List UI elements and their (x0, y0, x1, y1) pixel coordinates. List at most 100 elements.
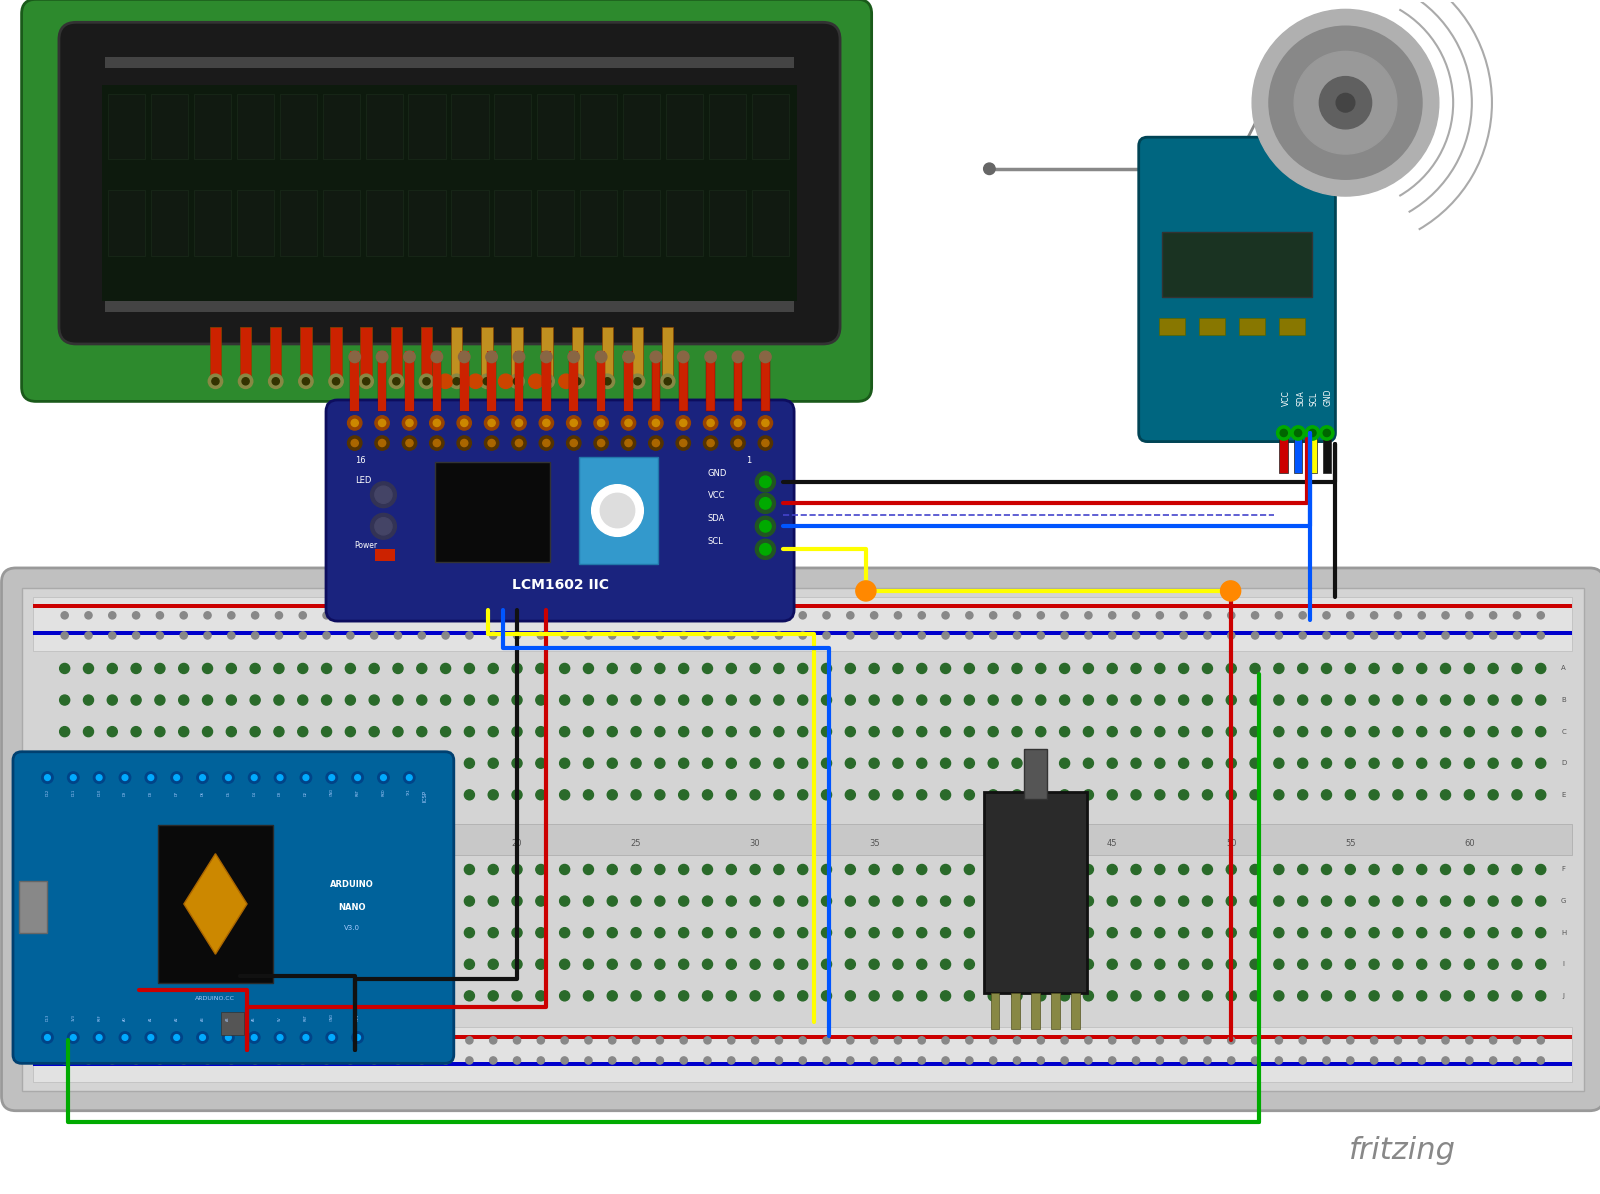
Circle shape (1059, 758, 1070, 768)
Circle shape (1394, 758, 1403, 768)
Circle shape (242, 377, 250, 384)
Circle shape (83, 928, 93, 937)
Bar (624, 357, 634, 412)
Circle shape (869, 959, 878, 970)
Circle shape (1322, 864, 1331, 874)
Circle shape (322, 991, 331, 1001)
Circle shape (989, 664, 998, 673)
Text: A5: A5 (253, 1016, 256, 1021)
Circle shape (370, 896, 379, 906)
Circle shape (1107, 695, 1117, 706)
Circle shape (1131, 959, 1141, 970)
Text: A2: A2 (174, 1016, 179, 1021)
Circle shape (1133, 1036, 1139, 1044)
Bar (734, 357, 742, 412)
Circle shape (1059, 959, 1070, 970)
Circle shape (678, 727, 688, 737)
Circle shape (1083, 959, 1093, 970)
Circle shape (109, 611, 115, 618)
Circle shape (597, 419, 605, 426)
Circle shape (726, 959, 736, 970)
Circle shape (560, 664, 570, 673)
Circle shape (109, 1036, 115, 1044)
Circle shape (1274, 758, 1283, 768)
Circle shape (750, 664, 760, 673)
Circle shape (1179, 727, 1189, 737)
Circle shape (330, 1035, 334, 1040)
Bar (432, 357, 442, 412)
Circle shape (203, 611, 211, 618)
Circle shape (83, 789, 93, 800)
Circle shape (774, 928, 784, 937)
Circle shape (678, 896, 688, 906)
Circle shape (179, 896, 189, 906)
Circle shape (597, 439, 605, 447)
Circle shape (109, 632, 115, 639)
Circle shape (440, 664, 451, 673)
FancyBboxPatch shape (59, 23, 840, 344)
Circle shape (458, 416, 472, 430)
Circle shape (1298, 928, 1307, 937)
Circle shape (539, 416, 554, 430)
Circle shape (1490, 632, 1496, 639)
Circle shape (371, 632, 378, 639)
Text: H: H (1562, 930, 1566, 936)
Circle shape (514, 611, 520, 618)
Circle shape (488, 991, 498, 1001)
Circle shape (704, 436, 718, 450)
Circle shape (155, 664, 165, 673)
Circle shape (821, 896, 832, 906)
Circle shape (566, 416, 581, 430)
Circle shape (59, 896, 70, 906)
Circle shape (1512, 959, 1522, 970)
Circle shape (1488, 928, 1498, 937)
Circle shape (374, 436, 389, 450)
Circle shape (894, 1057, 901, 1064)
Circle shape (630, 864, 642, 874)
Circle shape (442, 1036, 450, 1044)
Bar (34, 632, 1573, 635)
Circle shape (370, 928, 379, 937)
Circle shape (85, 1036, 93, 1044)
Circle shape (917, 991, 926, 1001)
Circle shape (131, 864, 141, 874)
Circle shape (42, 1032, 53, 1044)
Text: C: C (1562, 728, 1566, 734)
Text: 40: 40 (987, 839, 998, 848)
Circle shape (536, 727, 546, 737)
Circle shape (989, 758, 998, 768)
Circle shape (656, 611, 664, 618)
Circle shape (490, 1036, 498, 1044)
FancyBboxPatch shape (2, 568, 1600, 1110)
Bar (752, 94, 789, 160)
Circle shape (776, 1036, 782, 1044)
Circle shape (893, 758, 902, 768)
Text: 30: 30 (750, 839, 760, 848)
Circle shape (632, 1057, 640, 1064)
Circle shape (59, 789, 70, 800)
Circle shape (1226, 864, 1237, 874)
Circle shape (512, 959, 522, 970)
Bar (350, 351, 358, 412)
Circle shape (370, 789, 379, 800)
Circle shape (346, 758, 355, 768)
Text: GND: GND (707, 469, 728, 478)
Circle shape (536, 758, 546, 768)
Text: LCM1602 IIC: LCM1602 IIC (512, 578, 608, 592)
Circle shape (406, 775, 413, 781)
Circle shape (1107, 727, 1117, 737)
Bar (107, 190, 146, 256)
Circle shape (1131, 864, 1141, 874)
Circle shape (1035, 959, 1046, 970)
Circle shape (989, 991, 998, 1001)
Circle shape (632, 1036, 640, 1044)
Circle shape (1394, 664, 1403, 673)
Circle shape (510, 374, 525, 388)
Circle shape (1416, 959, 1427, 970)
Circle shape (416, 727, 427, 737)
Circle shape (574, 377, 581, 384)
Circle shape (1512, 695, 1522, 706)
Circle shape (893, 896, 902, 906)
Circle shape (434, 419, 440, 426)
Circle shape (298, 864, 307, 874)
